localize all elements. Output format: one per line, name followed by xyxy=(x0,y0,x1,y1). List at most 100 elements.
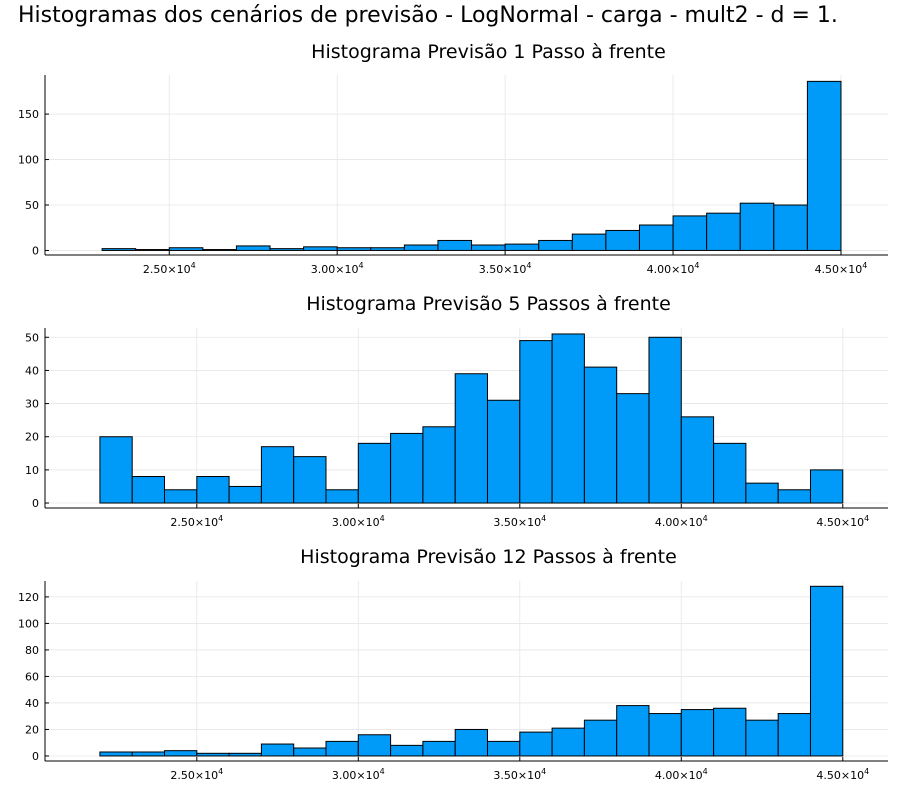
histogram-bar xyxy=(390,432,424,504)
histogram-bar xyxy=(303,246,338,251)
histogram-bar xyxy=(99,436,133,504)
y-tick-label: 30 xyxy=(25,398,39,411)
histogram-bar xyxy=(202,249,237,251)
x-tick-label: 2.50×104 xyxy=(170,514,223,529)
histogram-bar xyxy=(571,233,607,251)
histogram-bar xyxy=(809,585,844,757)
histogram-bar xyxy=(777,489,811,504)
histogram-bar xyxy=(101,248,137,251)
y-tick-label: 40 xyxy=(25,364,39,377)
histogram-bar xyxy=(706,212,741,251)
x-tick-label: 4.50×104 xyxy=(816,767,869,782)
histogram-bar xyxy=(454,373,488,504)
y-tick-label: 100 xyxy=(18,617,39,630)
histogram-panels: Histograma Previsão 1 Passo à frente 0 50 1… xyxy=(18,41,888,782)
histogram-bar xyxy=(745,719,779,757)
histogram-bar xyxy=(745,482,779,504)
y-tick-label: 10 xyxy=(25,464,39,477)
histogram-bar xyxy=(680,416,715,504)
histogram-bar xyxy=(293,456,327,504)
histogram-bar xyxy=(325,740,359,757)
panel-title: Histograma Previsão 1 Passo à frente xyxy=(311,41,666,63)
histogram-bar xyxy=(648,336,682,504)
histogram-bar xyxy=(196,476,230,504)
histogram-bar xyxy=(471,244,506,251)
histogram-bar xyxy=(454,728,488,757)
histogram-bar xyxy=(519,731,553,757)
histogram-bar xyxy=(672,215,708,251)
histogram-bar xyxy=(235,245,271,251)
x-tick-label: 4.50×104 xyxy=(816,514,869,529)
histogram-bar xyxy=(551,333,585,504)
histogram-bar xyxy=(713,442,747,504)
x-tick-label: 3.50×104 xyxy=(493,514,546,529)
histogram-bar xyxy=(551,727,585,757)
histogram-bar xyxy=(486,399,521,504)
y-tick-label: 60 xyxy=(25,670,39,683)
histogram-bar xyxy=(739,202,775,251)
histogram-bar xyxy=(605,229,640,251)
panel-title: Histograma Previsão 12 Passos à frente xyxy=(300,546,677,568)
histogram-panel-2: Histograma Previsão 5 Passos à frente 0 10… xyxy=(25,293,888,529)
histogram-bar xyxy=(504,243,540,251)
histogram-bar xyxy=(168,247,204,251)
x-tick-label: 3.00×104 xyxy=(332,514,385,529)
histogram-bar xyxy=(806,80,842,251)
histogram-panel-3: Histograma Previsão 12 Passos à frente 0 2… xyxy=(18,546,888,782)
x-tick-label: 4.00×104 xyxy=(655,514,708,529)
y-tick-label: 0 xyxy=(32,497,39,510)
histogram-bar xyxy=(131,751,166,757)
histogram-bar xyxy=(773,204,808,251)
histogram-bar xyxy=(583,719,618,757)
x-tick-label: 3.00×104 xyxy=(332,767,385,782)
x-tick-label: 3.50×104 xyxy=(479,261,532,276)
histogram-bar xyxy=(616,393,650,504)
x-tick-label: 4.00×104 xyxy=(655,767,708,782)
histogram-bar xyxy=(422,426,456,504)
histogram-bar xyxy=(437,239,473,251)
y-tick-label: 0 xyxy=(32,750,39,763)
histogram-bar xyxy=(131,476,166,504)
x-tick-label: 4.00×104 xyxy=(647,261,700,276)
y-tick-label: 40 xyxy=(25,697,39,710)
x-tick-label: 2.50×104 xyxy=(143,261,196,276)
histogram-bar xyxy=(616,705,650,757)
histogram-bar xyxy=(135,249,170,251)
histogram-bar xyxy=(196,752,230,757)
histogram-bar xyxy=(336,247,372,251)
histogram-bar xyxy=(325,489,359,504)
histogram-panel-1: Histograma Previsão 1 Passo à frente 0 50 1… xyxy=(18,41,888,276)
histogram-bar xyxy=(260,446,295,504)
histogram-bar xyxy=(519,340,553,504)
panel-title: Histograma Previsão 5 Passos à frente xyxy=(306,293,671,315)
histogram-bar xyxy=(638,224,674,251)
histogram-bar xyxy=(293,747,327,757)
histogram-bar xyxy=(583,366,618,504)
histogram-bar xyxy=(164,489,198,504)
histogram-bar xyxy=(99,751,133,757)
histogram-bar xyxy=(680,709,715,757)
x-tick-label: 4.50×104 xyxy=(815,261,868,276)
y-tick-label: 150 xyxy=(18,108,39,121)
histogram-bar xyxy=(777,713,811,757)
y-tick-label: 100 xyxy=(18,154,39,167)
y-tick-label: 80 xyxy=(25,644,39,657)
y-tick-label: 50 xyxy=(25,331,39,344)
y-tick-label: 120 xyxy=(18,591,39,604)
histogram-bar xyxy=(809,469,844,504)
x-tick-label: 2.50×104 xyxy=(170,767,223,782)
histogram-bar xyxy=(538,239,573,251)
histogram-bar xyxy=(357,734,392,757)
histogram-bar xyxy=(370,247,405,251)
histogram-bar xyxy=(164,750,198,757)
histogram-bar xyxy=(648,713,682,757)
histogram-bar xyxy=(269,248,305,251)
histogram-bar xyxy=(713,707,747,757)
x-tick-label: 3.50×104 xyxy=(493,767,546,782)
y-tick-label: 20 xyxy=(25,723,39,736)
y-tick-label: 20 xyxy=(25,431,39,444)
histogram-bar xyxy=(390,744,424,757)
histogram-bar xyxy=(260,743,295,757)
histogram-bar xyxy=(422,740,456,757)
